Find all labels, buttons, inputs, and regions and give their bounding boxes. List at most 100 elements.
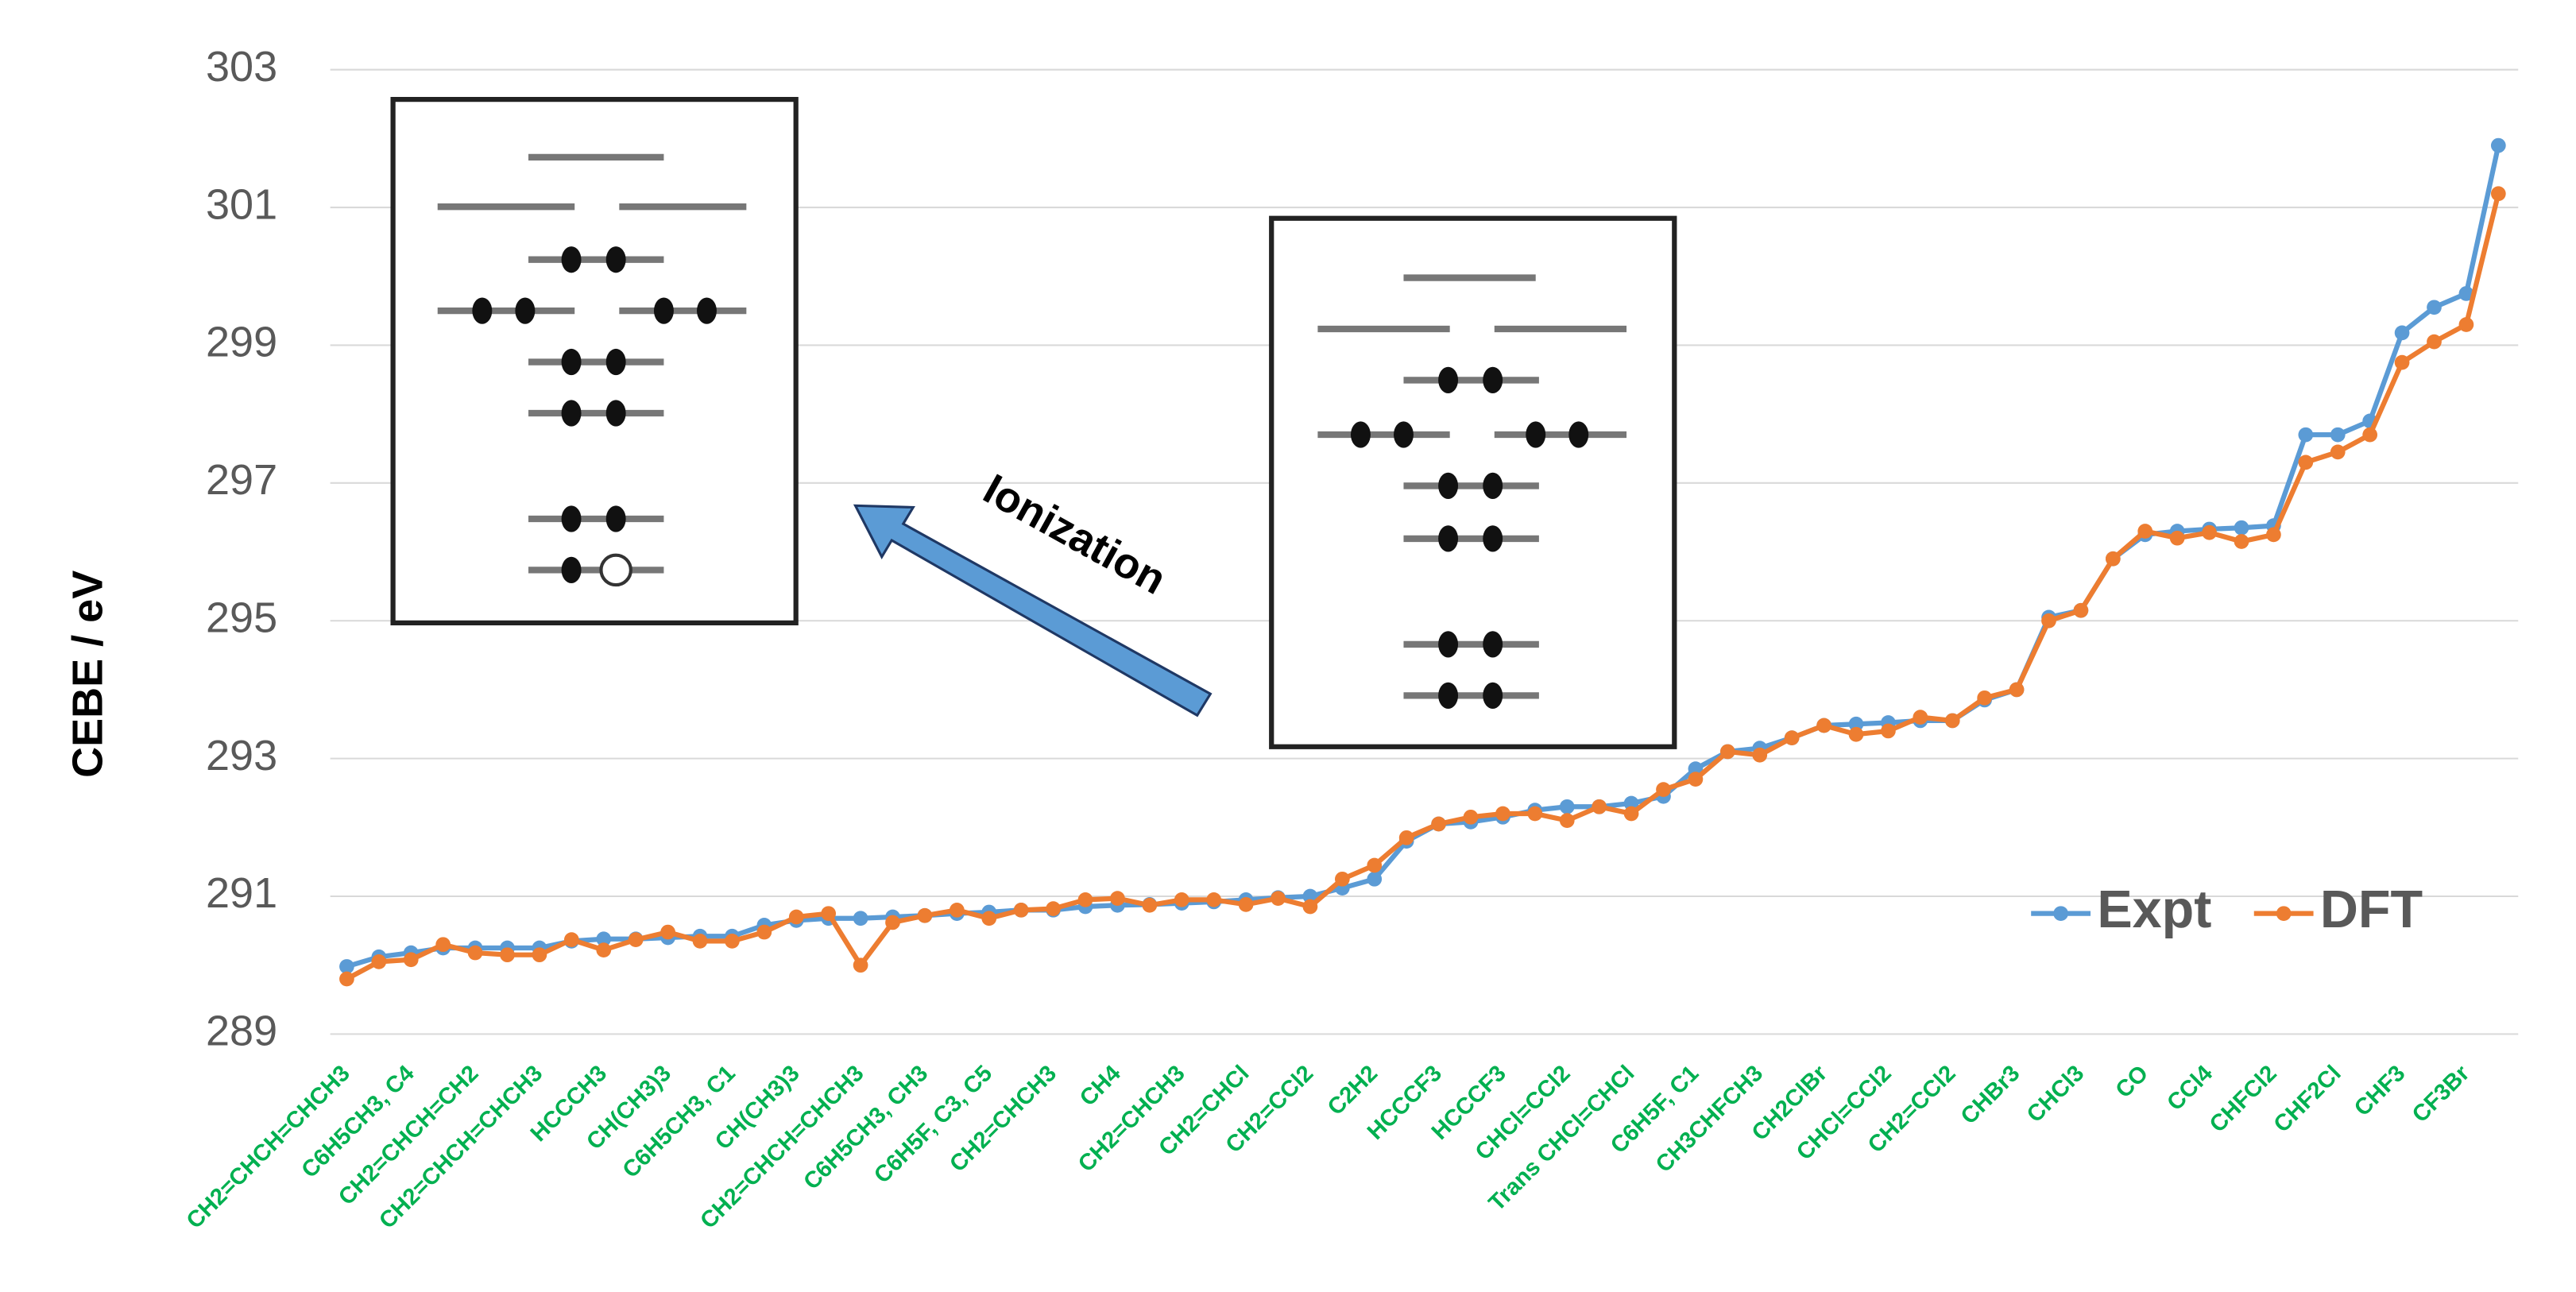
ionization-arrow [853,504,1213,718]
point [2458,286,2474,301]
point [1623,795,1639,811]
point [1302,888,1318,904]
y-axis-label: CEBE / eV [64,571,112,778]
electron [1438,525,1459,552]
point [628,932,644,947]
point [821,906,837,922]
point [1848,716,1864,732]
point [2490,186,2506,202]
point [435,937,451,953]
y-tick-label: 295 [206,594,277,641]
point [660,924,675,940]
point [1398,830,1414,845]
x-tick-label: CHFCl2 [2205,1061,2282,1138]
point [1367,871,1383,887]
y-tick-label: 301 [206,180,277,228]
point [1977,690,1993,706]
point [1431,816,1446,832]
point [2458,317,2474,332]
point [885,915,900,930]
electron [1483,525,1503,552]
legend-marker [2053,906,2068,922]
y-tick-label: 289 [206,1008,277,1055]
point [1848,726,1864,742]
electron [697,297,717,324]
point [1238,897,1254,912]
electron [605,246,626,273]
x-tick-label: C6H5CH3, C4 [297,1060,420,1183]
x-tick-label: CHF3 [2350,1061,2410,1121]
point [2298,455,2314,470]
point [1206,892,1222,907]
point [339,959,354,974]
point [1656,782,1671,797]
point [853,911,868,926]
electron [561,400,582,427]
point [1944,713,1960,729]
electron [605,400,626,427]
point [1174,892,1189,907]
point [1559,813,1575,828]
electron [1350,421,1371,448]
point [1913,710,1928,725]
point [788,909,804,925]
electron [1438,631,1459,658]
point [1527,806,1543,822]
point [1881,723,1896,739]
point [500,947,515,963]
point [1559,799,1575,814]
point [1077,892,1093,907]
x-tick-label: CHBr3 [1956,1061,2025,1130]
point [1302,899,1318,915]
point [2041,613,2056,629]
point [853,957,868,973]
electron [561,246,582,273]
x-tick-label: C2H2 [1323,1061,1383,1120]
electron [1483,366,1503,394]
point [596,931,612,947]
point [1367,857,1383,873]
point [692,933,708,949]
point [2137,524,2153,539]
electron [1483,631,1503,658]
point [2169,530,2185,546]
point [403,952,419,968]
x-tick-label: CHCl3 [2022,1061,2089,1128]
point [2362,427,2378,443]
point [1142,897,1158,913]
electron [653,297,674,324]
point [2105,551,2121,567]
point [1334,871,1350,887]
point [596,942,612,957]
x-tick-label: CF3Br [2408,1061,2474,1128]
legend-marker [2276,906,2292,922]
point [2202,524,2217,540]
point [371,954,387,969]
point [2427,300,2442,315]
point [2073,602,2089,618]
point [1688,761,1704,776]
electron [561,505,582,532]
point [1463,809,1479,825]
point [2427,334,2442,350]
point [563,932,579,947]
electron [1438,682,1459,709]
point [2394,325,2410,341]
point [467,945,483,961]
point [1752,747,1768,763]
point [2009,682,2025,698]
point [339,971,354,987]
legend-label: Expt [2097,880,2211,939]
y-tick-label: 299 [206,319,277,366]
y-tick-label: 291 [206,869,277,917]
point [2234,520,2249,536]
point [1816,718,1831,733]
y-tick-label: 293 [206,732,277,779]
hole [599,553,632,587]
electron [1438,366,1459,394]
point [756,924,772,940]
point [1719,744,1735,760]
electron [1438,472,1459,500]
point [1592,799,1607,814]
